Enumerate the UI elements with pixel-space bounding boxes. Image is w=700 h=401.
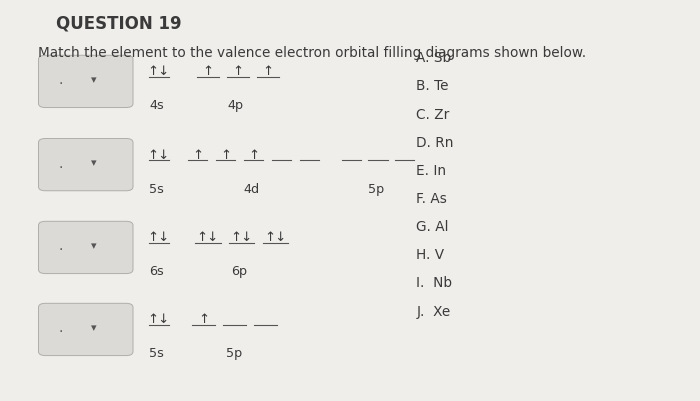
Text: ↑: ↑	[232, 65, 244, 78]
Text: 6s: 6s	[149, 265, 164, 277]
Text: ↑: ↑	[262, 65, 274, 78]
Text: ↑: ↑	[202, 65, 214, 78]
Text: .: .	[58, 321, 62, 334]
Text: A. Sb: A. Sb	[416, 51, 452, 65]
Text: F. As: F. As	[416, 192, 447, 205]
Text: ↑↓: ↑↓	[148, 231, 170, 244]
Text: ↑: ↑	[198, 313, 209, 326]
Text: ↑↓: ↑↓	[264, 231, 286, 244]
FancyBboxPatch shape	[38, 222, 133, 274]
FancyBboxPatch shape	[38, 139, 133, 191]
Text: ↑: ↑	[220, 148, 231, 161]
Text: ▾: ▾	[91, 323, 97, 332]
Text: .: .	[58, 156, 62, 170]
Text: 5s: 5s	[149, 346, 164, 359]
Text: G. Al: G. Al	[416, 220, 449, 233]
Text: ↑: ↑	[248, 148, 259, 161]
Text: B. Te: B. Te	[416, 79, 449, 93]
Text: 5s: 5s	[149, 182, 164, 195]
Text: .: .	[58, 239, 62, 253]
Text: ↑↓: ↑↓	[197, 231, 219, 244]
Text: ▾: ▾	[91, 158, 97, 168]
Text: 6p: 6p	[231, 265, 248, 277]
Text: ▾: ▾	[91, 241, 97, 251]
Text: ↑↓: ↑↓	[230, 231, 253, 244]
Text: .: .	[58, 73, 62, 87]
Text: E. In: E. In	[416, 164, 447, 177]
FancyBboxPatch shape	[38, 304, 133, 356]
Text: ▾: ▾	[91, 75, 97, 85]
Text: C. Zr: C. Zr	[416, 107, 449, 121]
Text: 5p: 5p	[225, 346, 242, 359]
Text: 4p: 4p	[228, 99, 244, 112]
Text: ↑↓: ↑↓	[148, 313, 170, 326]
Text: J.  Xe: J. Xe	[416, 304, 451, 318]
Text: ↑: ↑	[192, 148, 203, 161]
Text: D. Rn: D. Rn	[416, 136, 454, 149]
Text: QUESTION 19: QUESTION 19	[56, 14, 181, 32]
Text: ↑↓: ↑↓	[148, 65, 170, 78]
Text: H. V: H. V	[416, 248, 444, 261]
Text: 4d: 4d	[244, 182, 260, 195]
Text: ↑↓: ↑↓	[148, 148, 170, 161]
Text: I.  Nb: I. Nb	[416, 276, 452, 290]
FancyBboxPatch shape	[38, 56, 133, 108]
Text: 5p: 5p	[368, 182, 384, 195]
Text: Match the element to the valence electron orbital filling diagrams shown below.: Match the element to the valence electro…	[38, 46, 587, 60]
Text: 4s: 4s	[149, 99, 164, 112]
